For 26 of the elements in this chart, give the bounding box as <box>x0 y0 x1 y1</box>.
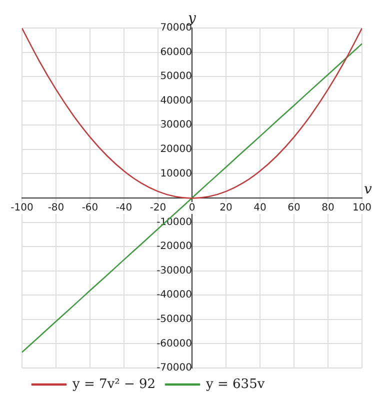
y-tick-label: 30000 <box>160 120 192 131</box>
x-tick-label: 0 <box>188 202 196 214</box>
x-tick-label: 20 <box>220 202 232 214</box>
y-tick-label: 60000 <box>160 46 192 58</box>
y-tick-label: -70000 <box>156 362 192 374</box>
x-tick-label: -60 <box>82 202 98 214</box>
y-tick-label: -20000 <box>156 241 192 252</box>
x-tick-label: 100 <box>352 202 372 214</box>
y-tick-label: -60000 <box>156 338 192 350</box>
x-tick-label: -100 <box>10 202 34 214</box>
x-tick-label: 40 <box>254 202 266 214</box>
y-tick-label: -40000 <box>156 290 192 301</box>
legend-label: y = 635v <box>205 376 266 392</box>
y-tick-label: -50000 <box>156 314 192 326</box>
y-tick-label: 40000 <box>160 95 192 106</box>
x-tick-label: -80 <box>48 202 64 214</box>
y-tick-label: 10000 <box>160 168 192 180</box>
legend-label: y = 7v² − 92 <box>72 376 156 392</box>
y-tick-label: -30000 <box>156 265 192 276</box>
y-tick-label: 50000 <box>160 71 192 82</box>
y-tick-label: 20000 <box>160 144 192 156</box>
x-axis-title: v <box>364 182 372 198</box>
x-tick-label: -40 <box>116 202 132 214</box>
x-tick-label: 60 <box>288 202 300 214</box>
x-tick-label: 80 <box>322 202 334 214</box>
x-tick-label: -20 <box>150 202 166 214</box>
